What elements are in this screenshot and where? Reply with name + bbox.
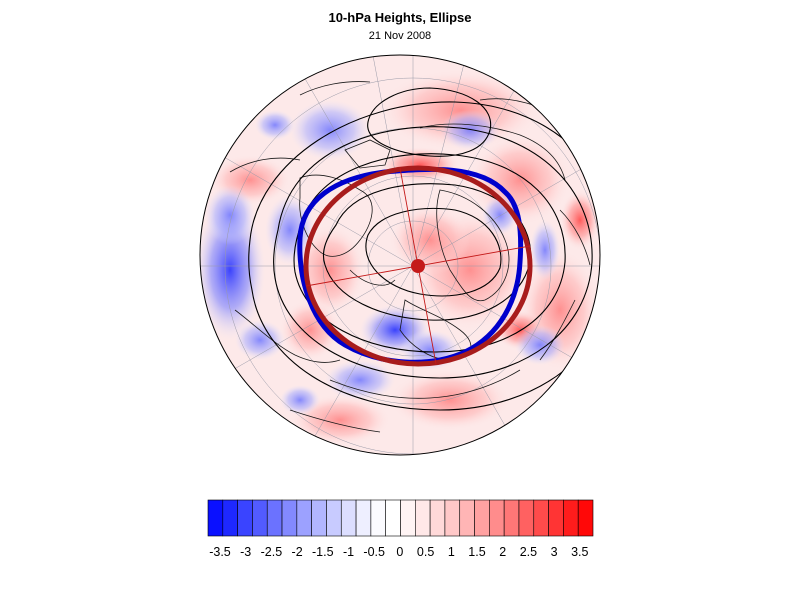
colorbar-swatch: [400, 499, 416, 537]
colorbar-swatch: [415, 499, 431, 537]
colorbar-swatch: [459, 499, 475, 537]
colorbar-label: 0.5: [417, 545, 434, 559]
colorbar-label: -0.5: [363, 545, 385, 559]
colorbar-swatch: [429, 499, 446, 537]
colorbar-swatch: [266, 499, 283, 537]
colorbar-swatch: [503, 499, 520, 537]
colorbar-labels: -3.5 -3 -2.5 -2 -1.5 -1 -0.5 0 0.5 1 1.5…: [209, 545, 588, 559]
colorbar-label: -2.5: [261, 545, 283, 559]
colorbar-label: 2: [499, 545, 506, 559]
colorbar-swatch: [385, 499, 401, 537]
fitted-ellipse: [303, 165, 533, 367]
colorbar-swatch: [237, 499, 253, 537]
ellipse-center-marker: [411, 259, 425, 273]
colorbar-swatch: [311, 499, 327, 537]
map-title: 10-hPa Heights, Ellipse: [328, 10, 472, 25]
colorbar-label: 3: [551, 545, 558, 559]
colorbar-label: 2.5: [520, 545, 537, 559]
colorbar-swatch: [326, 499, 342, 537]
colorbar-label: -1: [343, 545, 354, 559]
colorbar-swatch: [370, 499, 386, 537]
colorbar-swatch: [355, 499, 372, 537]
colorbar-label: 0: [396, 545, 403, 559]
colorbar-label: -3.5: [209, 545, 231, 559]
colorbar-swatch: [489, 499, 505, 537]
colorbar-swatch: [296, 499, 312, 537]
anomaly-field: [200, 55, 600, 455]
colorbar-swatch: [533, 499, 549, 537]
map-boundary: [199, 54, 601, 456]
colorbar-label: 3.5: [571, 545, 588, 559]
colorbar-swatch: [563, 499, 579, 537]
colorbar-swatch: [207, 499, 224, 537]
colorbar-swatch: [518, 499, 535, 537]
colorbar-swatches: [207, 499, 594, 537]
colorbar-swatch: [222, 499, 238, 537]
polar-stereographic-map: [199, 54, 601, 456]
colorbar-swatch: [340, 499, 357, 537]
colorbar-swatch: [577, 499, 594, 537]
map-date: 21 Nov 2008: [368, 30, 432, 42]
colorbar-label: -3: [240, 545, 251, 559]
colorbar-label: -2: [292, 545, 303, 559]
height-contours: [248, 87, 600, 411]
colorbar: -3.5 -3 -2.5 -2 -1.5 -1 -0.5 0 0.5 1 1.5…: [207, 499, 594, 559]
colorbar-swatch: [548, 499, 564, 537]
colorbar-label: -1.5: [312, 545, 334, 559]
colorbar-swatch: [474, 499, 490, 537]
colorbar-label: 1.5: [468, 545, 485, 559]
colorbar-swatch: [281, 499, 298, 537]
colorbar-swatch: [444, 499, 461, 537]
colorbar-label: 1: [448, 545, 455, 559]
colorbar-swatch: [252, 499, 268, 537]
